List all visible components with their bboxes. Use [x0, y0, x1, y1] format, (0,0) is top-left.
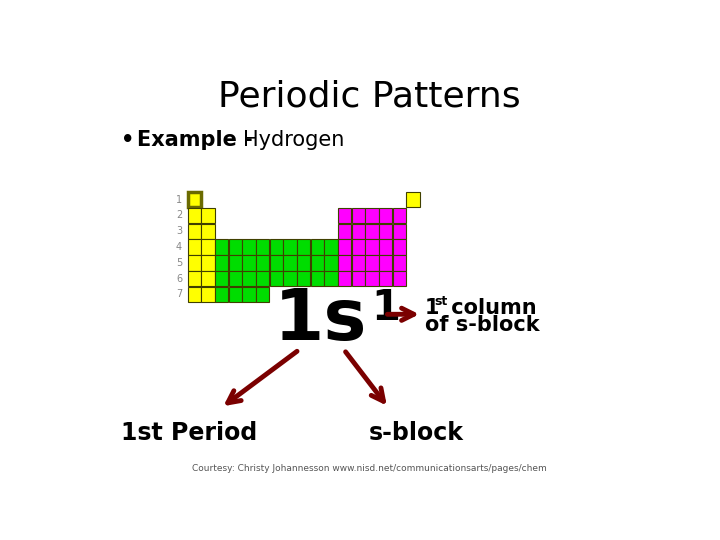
Bar [202, 271, 215, 286]
Bar [351, 271, 365, 286]
Bar [270, 255, 283, 271]
Bar [351, 208, 365, 223]
Bar [297, 239, 310, 255]
Text: 5: 5 [176, 258, 182, 268]
Bar [379, 239, 392, 255]
Bar [338, 255, 351, 271]
Bar [338, 239, 351, 255]
Bar [351, 239, 365, 255]
Bar [365, 224, 379, 239]
Bar [392, 271, 406, 286]
Bar [215, 239, 228, 255]
Bar [229, 255, 242, 271]
Bar [297, 271, 310, 286]
Bar [188, 271, 201, 286]
Bar [392, 255, 406, 271]
Bar [351, 224, 365, 239]
Text: Courtesy: Christy Johannesson www.nisd.net/communicationsarts/pages/chem: Courtesy: Christy Johannesson www.nisd.n… [192, 464, 546, 473]
Text: Periodic Patterns: Periodic Patterns [217, 79, 521, 113]
Bar [243, 239, 256, 255]
Bar [284, 255, 297, 271]
Text: Example -: Example - [138, 130, 261, 150]
Bar [379, 255, 392, 271]
Bar [311, 271, 324, 286]
Text: 3: 3 [176, 226, 182, 236]
Text: 4: 4 [176, 242, 182, 252]
Text: 2: 2 [176, 210, 182, 220]
Bar [215, 255, 228, 271]
Bar [229, 287, 242, 302]
Bar [229, 239, 242, 255]
Bar [379, 271, 392, 286]
Text: column: column [444, 298, 536, 318]
Bar [365, 271, 379, 286]
Bar [324, 271, 338, 286]
Text: s-block: s-block [369, 421, 464, 445]
Bar [379, 208, 392, 223]
Bar [270, 239, 283, 255]
Bar [338, 208, 351, 223]
Bar [256, 287, 269, 302]
Text: •: • [121, 130, 141, 150]
Bar [270, 271, 283, 286]
Bar [215, 287, 228, 302]
Bar [406, 192, 420, 207]
Text: of s-block: of s-block [425, 315, 539, 335]
Bar [188, 192, 201, 207]
Bar [338, 224, 351, 239]
Bar [365, 255, 379, 271]
Bar [297, 255, 310, 271]
Text: st: st [434, 295, 448, 308]
Bar [324, 239, 338, 255]
Text: Hydrogen: Hydrogen [243, 130, 345, 150]
Bar [243, 255, 256, 271]
Text: 1st Period: 1st Period [121, 421, 257, 445]
Bar [202, 255, 215, 271]
Text: 7: 7 [176, 289, 182, 299]
Bar [256, 271, 269, 286]
Bar [243, 287, 256, 302]
Bar [324, 255, 338, 271]
Text: 1: 1 [372, 287, 401, 329]
Bar [392, 224, 406, 239]
Text: 6: 6 [176, 274, 182, 284]
Bar [188, 287, 201, 302]
Bar [229, 271, 242, 286]
Bar [284, 271, 297, 286]
Bar [188, 224, 201, 239]
Bar [379, 224, 392, 239]
Bar [256, 255, 269, 271]
Bar [392, 208, 406, 223]
Bar [311, 255, 324, 271]
Bar [215, 271, 228, 286]
Bar [188, 255, 201, 271]
Bar [202, 287, 215, 302]
Bar [243, 271, 256, 286]
Bar [338, 271, 351, 286]
Bar [202, 239, 215, 255]
Bar [202, 208, 215, 223]
Bar [188, 208, 201, 223]
Bar [284, 239, 297, 255]
Bar [311, 239, 324, 255]
Bar [365, 208, 379, 223]
Bar [392, 239, 406, 255]
Text: 1s: 1s [274, 286, 367, 355]
Bar [365, 239, 379, 255]
Bar [188, 239, 201, 255]
Bar [351, 255, 365, 271]
Text: 1: 1 [425, 298, 439, 318]
Bar [256, 239, 269, 255]
Text: 1: 1 [176, 194, 182, 205]
Bar [202, 224, 215, 239]
